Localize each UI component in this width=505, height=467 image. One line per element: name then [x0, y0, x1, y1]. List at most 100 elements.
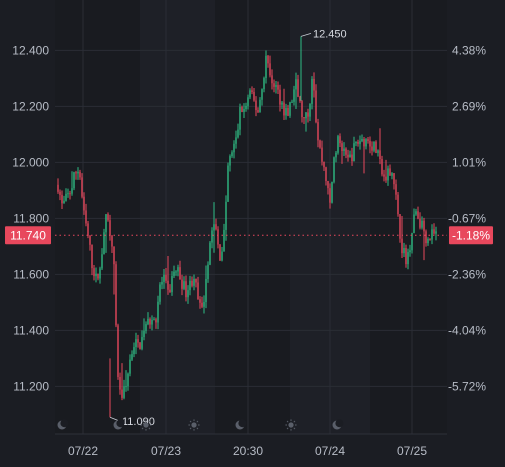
candle-body [323, 161, 325, 168]
sun-icon-ray [293, 427, 296, 430]
candle-body [125, 386, 127, 388]
candle-body [291, 101, 293, 103]
candle-body [85, 210, 87, 224]
candle-body [91, 244, 93, 269]
candle-body [71, 188, 73, 194]
y-right-tick-label: 4.38% [452, 43, 486, 57]
candle-body [297, 79, 299, 97]
candle-body [411, 233, 413, 251]
sun-icon-ray [189, 427, 192, 430]
candle-body [435, 231, 437, 234]
current-change-tag [449, 226, 493, 245]
y-right-tick-label: -4.04% [448, 323, 486, 337]
sun-icon-ray [293, 420, 296, 423]
candle-body [301, 101, 303, 118]
candle-body [283, 102, 285, 116]
sun-icon [140, 419, 152, 431]
candle-body [349, 154, 351, 158]
x-tick-label: 20:30 [233, 444, 263, 458]
candle-body [309, 103, 311, 117]
y-right-tick-label: 1.01% [452, 155, 486, 169]
candle-body [225, 201, 227, 230]
candle-body [367, 139, 369, 141]
current-price-tag [5, 226, 51, 245]
candle-body [57, 184, 59, 192]
candle-body [329, 188, 331, 203]
candle-body [135, 339, 137, 348]
high-marker-leader [300, 33, 312, 37]
candle-body [155, 319, 157, 323]
x-tick-label: 07/25 [397, 444, 427, 458]
session-band [215, 0, 290, 434]
candle-body [251, 90, 253, 92]
candle-body [379, 150, 381, 160]
candle-body [335, 152, 337, 158]
candle-body [175, 271, 177, 273]
candle-body [185, 281, 187, 298]
candle-body [117, 325, 119, 378]
sun-icon-ray [141, 427, 144, 430]
sun-icon-ray [196, 427, 199, 430]
candle-body [385, 176, 387, 181]
candle-body [321, 147, 323, 162]
candle-body [363, 138, 365, 147]
candle-body [261, 89, 263, 100]
candle-body [235, 137, 237, 144]
candle-body [83, 196, 85, 211]
candle-body [89, 235, 91, 245]
candle-body [433, 229, 435, 234]
sun-icon-ray [141, 420, 144, 423]
y-right-tick-label: -5.72% [448, 379, 486, 393]
candle-body [127, 373, 129, 387]
candle-body [333, 157, 335, 182]
candle-body [213, 224, 215, 231]
sun-icon-core [288, 422, 294, 428]
candle-body [229, 156, 231, 166]
candle-body [337, 136, 339, 153]
candle-body [285, 107, 287, 116]
candle-body [101, 254, 103, 269]
candle-body [339, 136, 341, 144]
candle-body [425, 231, 427, 244]
candle-body [413, 214, 415, 234]
candle-body [361, 138, 363, 142]
candle-body [111, 235, 113, 247]
candle-body [415, 211, 417, 215]
candle-body [167, 280, 169, 290]
current-change-label: -1.18% [452, 229, 490, 243]
candle-body [399, 214, 401, 239]
candle-body [129, 359, 131, 374]
candle-body [65, 193, 67, 201]
sun-icon-ray [286, 420, 289, 423]
sun-icon-ray [286, 427, 289, 430]
candle-body [179, 267, 181, 280]
candle-body [357, 141, 359, 144]
candle-body [253, 91, 255, 101]
candle-body [133, 347, 135, 355]
candle-body [355, 141, 357, 144]
sun-icon-core [143, 422, 149, 428]
candle-body [373, 141, 375, 151]
candle-body [427, 238, 429, 244]
candle-body [245, 105, 247, 110]
candle-body [359, 141, 361, 144]
candle-body [105, 214, 107, 233]
candle-body [397, 194, 399, 215]
candle-body [233, 143, 235, 153]
candle-body [153, 319, 155, 321]
candle-body [203, 302, 205, 307]
candle-body [81, 177, 83, 197]
candle-body [215, 224, 217, 230]
candle-body [263, 78, 265, 90]
candle-body [219, 244, 221, 261]
y-left-tick-label: 11.800 [13, 211, 49, 225]
sun-icon-ray [196, 420, 199, 423]
candle-body [307, 112, 309, 117]
candle-body [429, 238, 431, 240]
candle-body [201, 302, 203, 307]
candle-body [223, 229, 225, 252]
candle-body [343, 148, 345, 152]
candle-body [289, 102, 291, 116]
